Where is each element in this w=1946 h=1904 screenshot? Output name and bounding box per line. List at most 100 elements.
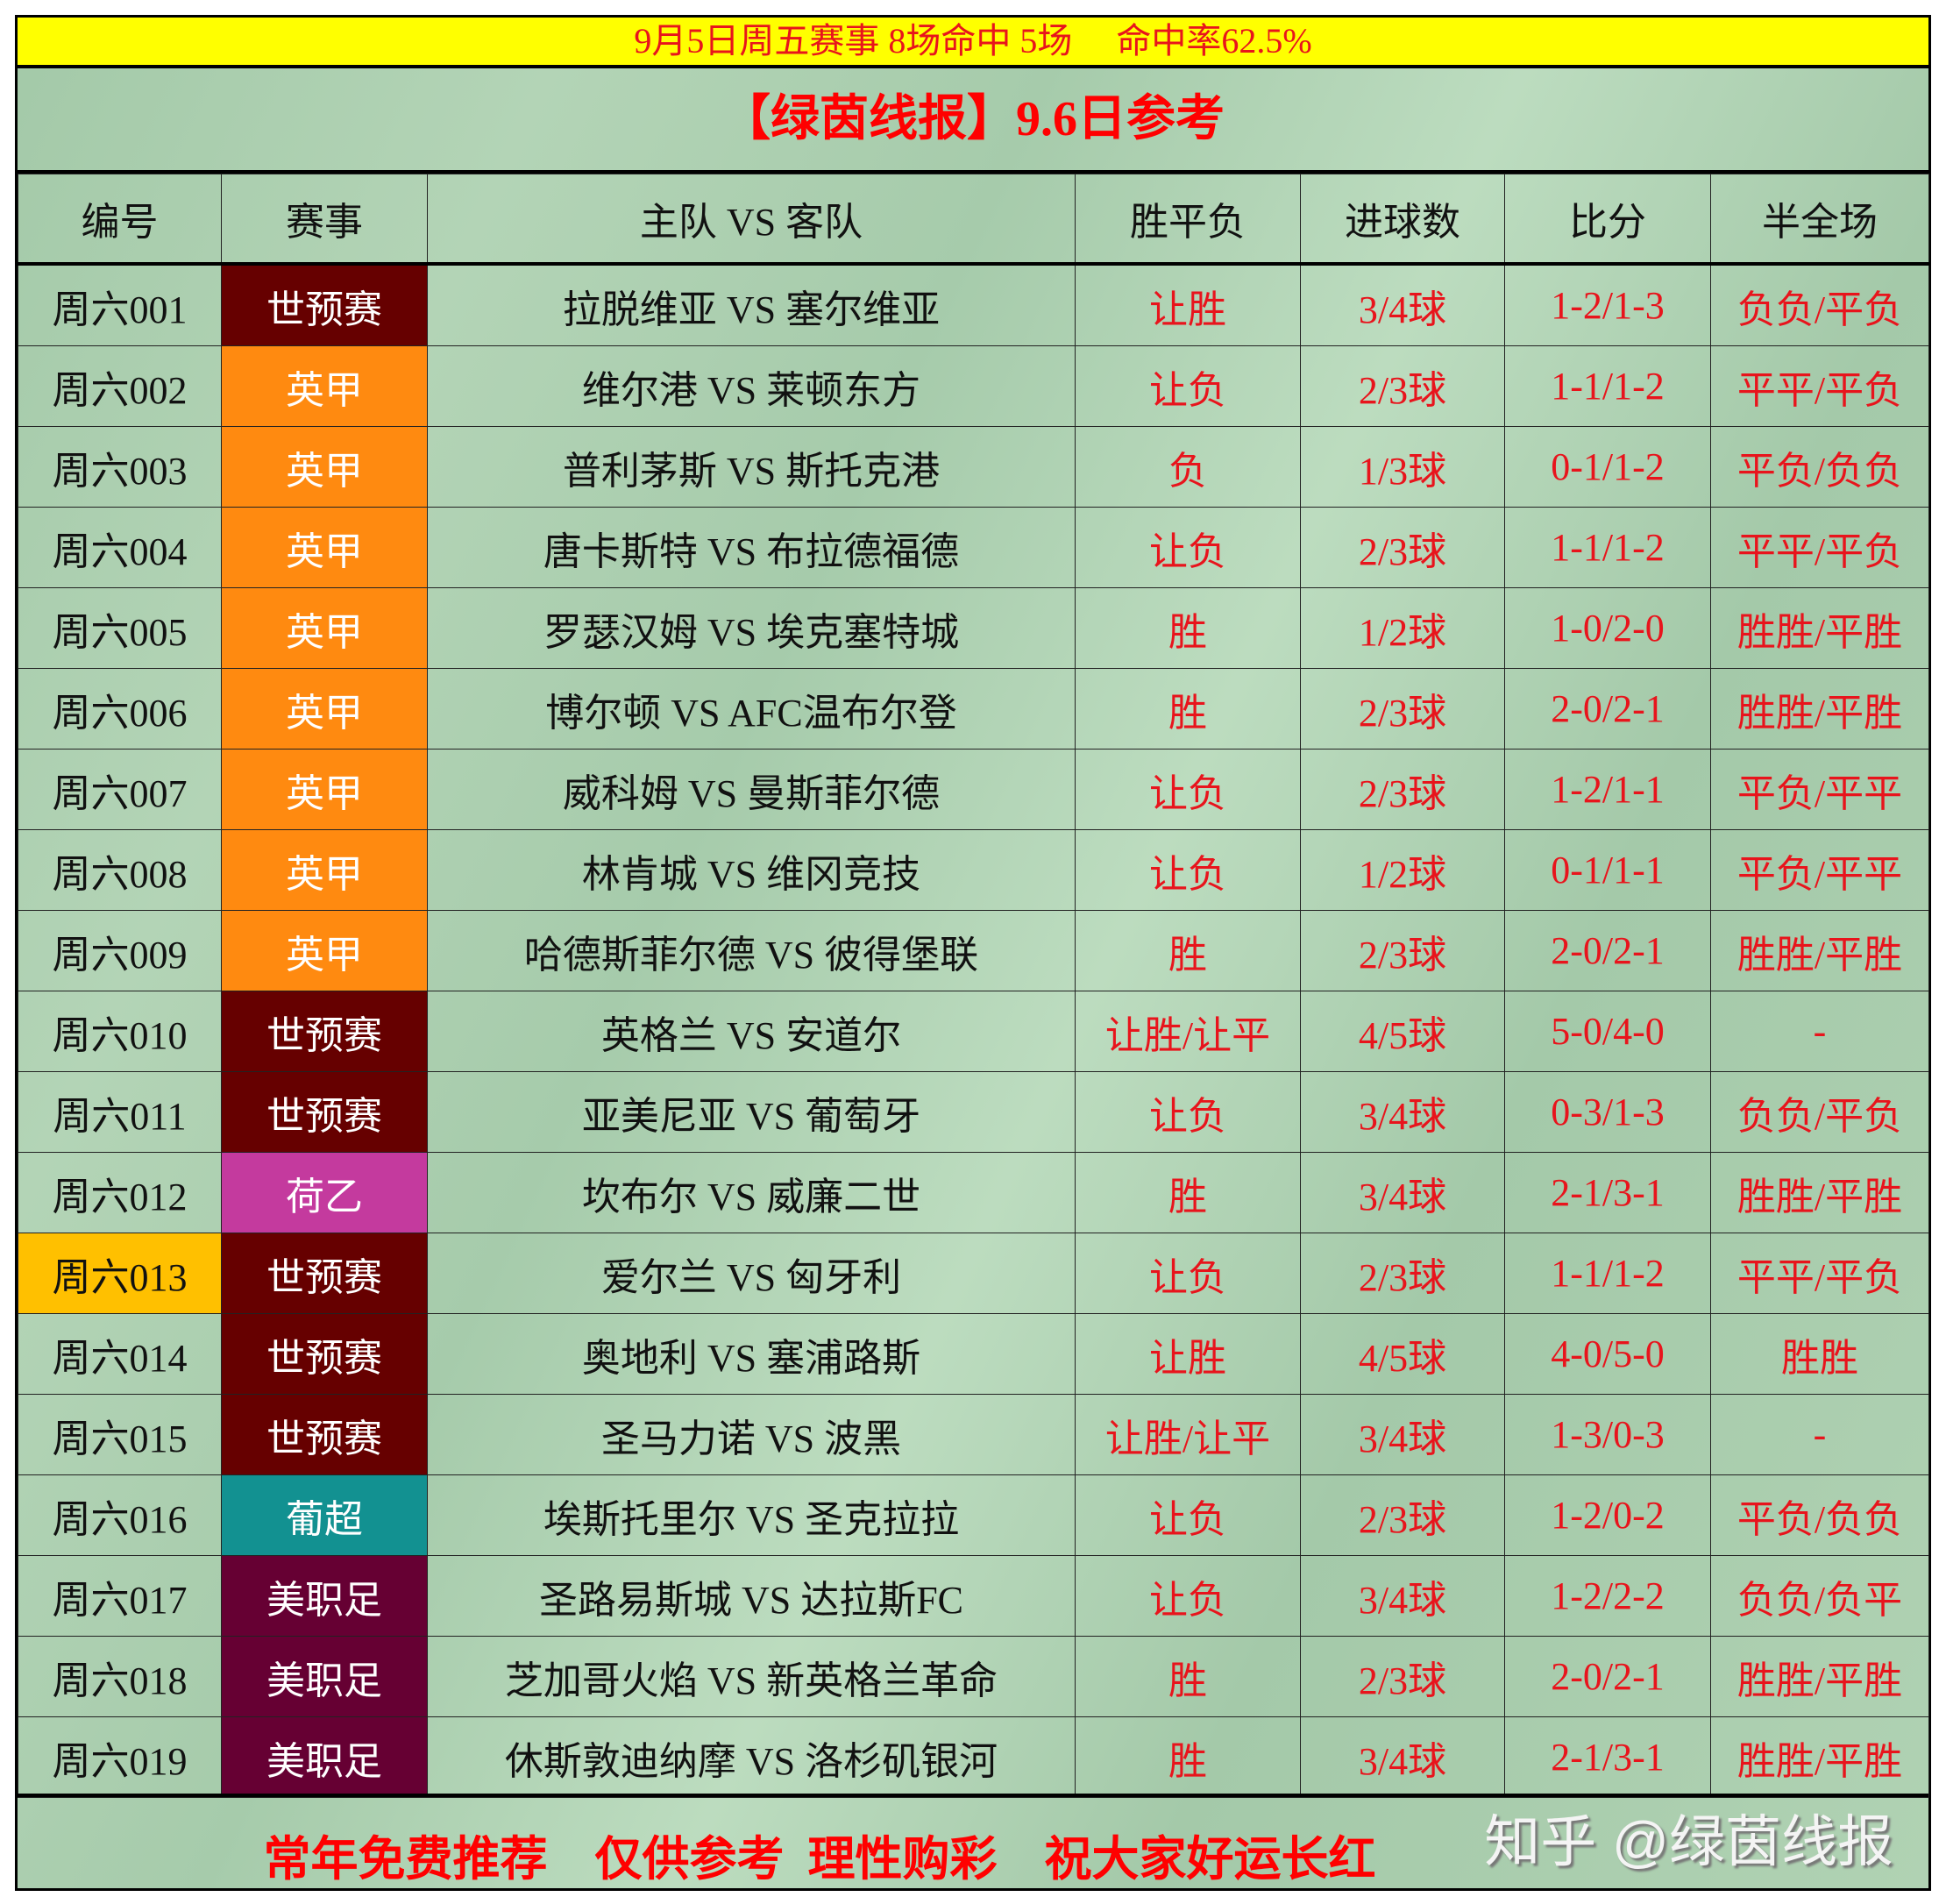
table-row: 周六003 英甲 普利茅斯 VS 斯托克港负 1/3球 0-1/1-2 平负/负负 [18,426,1929,508]
htft-pick: 胜胜/平胜 [1710,668,1929,750]
result-pick: 让负 [1075,345,1301,427]
match-teams: 博尔顿 VS AFC温布尔登 [427,668,1076,750]
htft-pick: 胜胜/平胜 [1710,587,1929,669]
result-pick: 胜 [1075,1716,1301,1798]
previous-results-banner: 9月5日周五赛事 8场命中 5场 命中率62.5% [18,18,1928,68]
match-teams: 坎布尔 VS 威廉二世 [427,1152,1076,1233]
league-badge: 美职足 [221,1716,428,1798]
match-id: 周六004 [18,507,222,588]
result-pick: 胜 [1075,587,1301,669]
score-pick: 1-0/2-0 [1504,587,1711,669]
goals-pick: 2/3球 [1300,1474,1505,1556]
table-row: 周六011 世预赛 亚美尼亚 VS 葡萄牙 让负 3/4球 0-3/1-3 负负/平负 [18,1071,1929,1153]
match-id: 周六018 [18,1636,222,1717]
result-pick: 让胜/让平 [1075,991,1301,1072]
league-badge: 英甲 [221,910,428,991]
htft-pick: 平负/负负 [1710,426,1929,508]
league-badge: 英甲 [221,749,428,830]
goals-pick: 3/4球 [1300,263,1505,346]
score-pick: 0-3/1-3 [1504,1071,1711,1153]
league-badge: 英甲 [221,668,428,750]
score-pick: 1-1/1-2 [1504,345,1711,427]
match-id: 周六006 [18,668,222,750]
result-pick: 胜 [1075,1152,1301,1233]
watermark: 知乎 @绿茵线报 [1484,1810,1893,1873]
score-pick: 1-1/1-2 [1504,507,1711,588]
match-id: 周六016 [18,1474,222,1556]
prediction-sheet: 9月5日周五赛事 8场命中 5场 命中率62.5% 【绿茵线报】9.6日参考 编… [15,15,1931,1891]
htft-pick: - [1710,1394,1929,1475]
table-row: 周六015 世预赛 圣马力诺 VS 波黑 让胜/让平 3/4球 1-3/0-3- [18,1394,1929,1475]
table-row: 周六002 英甲 维尔港 VS 莱顿东方 让负 2/3球 1-1/1-2 平平/平负 [18,345,1929,427]
htft-pick: 负负/负平 [1710,1555,1929,1637]
league-badge: 世预赛 [221,1071,428,1153]
goals-pick: 3/4球 [1300,1152,1505,1233]
goals-pick: 3/4球 [1300,1716,1505,1798]
result-pick: 胜 [1075,668,1301,750]
col-header-match: 主队 VS 客队 [427,174,1076,266]
match-teams: 圣路易斯城 VS 达拉斯FC [427,1555,1076,1637]
score-pick: 2-1/3-1 [1504,1152,1711,1233]
htft-pick: 平平/平负 [1710,1233,1929,1314]
goals-pick: 1/2球 [1300,587,1505,669]
match-id: 周六014 [18,1313,222,1395]
table-row: 周六007 英甲 威科姆 VS 曼斯菲尔德 让负 2/3球 1-2/1-1 平负/平平 [18,749,1929,830]
col-header-id: 编号 [18,174,222,266]
match-teams: 英格兰 VS 安道尔 [427,991,1076,1072]
score-pick: 4-0/5-0 [1504,1313,1711,1395]
result-pick: 让负 [1075,829,1301,911]
goals-pick: 1/3球 [1300,426,1505,508]
goals-pick: 2/3球 [1300,910,1505,991]
match-id: 周六019 [18,1716,222,1798]
goals-pick: 3/4球 [1300,1071,1505,1153]
match-teams: 林肯城 VS 维冈竞技 [427,829,1076,911]
score-pick: 0-1/1-2 [1504,426,1711,508]
table-row: 周六019 美职足 休斯敦迪纳摩 VS 洛杉矶银河胜 3/4球 2-1/3-1 胜胜/平胜 [18,1716,1929,1798]
table-row: 周六005 英甲 罗瑟汉姆 VS 埃克塞特城胜 1/2球 1-0/2-0 胜胜/平胜 [18,587,1929,669]
col-header-goals: 进球数 [1300,174,1505,266]
match-teams: 亚美尼亚 VS 葡萄牙 [427,1071,1076,1153]
result-pick: 让胜 [1075,1313,1301,1395]
footer-slogan: 常年免费推荐 仅供参考 理性购彩 祝大家好运长红 [263,1833,1376,1886]
htft-pick: 胜胜/平胜 [1710,1152,1929,1233]
result-pick: 让负 [1075,507,1301,588]
htft-pick: 胜胜 [1710,1313,1929,1395]
goals-pick: 2/3球 [1300,345,1505,427]
league-badge: 美职足 [221,1636,428,1717]
match-id: 周六003 [18,426,222,508]
match-teams: 奥地利 VS 塞浦路斯 [427,1313,1076,1395]
match-teams: 圣马力诺 VS 波黑 [427,1394,1076,1475]
footer: 常年免费推荐 仅供参考 理性购彩 祝大家好运长红 知乎 @绿茵线报 [18,1794,1928,1893]
table-row: 周六008 英甲 林肯城 VS 维冈竞技 让负 1/2球 0-1/1-1 平负/平平 [18,829,1929,911]
match-id: 周六002 [18,345,222,427]
col-header-league: 赛事 [221,174,428,266]
league-badge: 荷乙 [221,1152,428,1233]
league-badge: 英甲 [221,587,428,669]
match-teams: 维尔港 VS 莱顿东方 [427,345,1076,427]
table-row: 周六009 英甲 哈德斯菲尔德 VS 彼得堡联胜 2/3球 2-0/2-1 胜胜/平胜 [18,910,1929,991]
htft-pick: 胜胜/平胜 [1710,910,1929,991]
score-pick: 2-1/3-1 [1504,1716,1711,1798]
league-badge: 英甲 [221,829,428,911]
score-pick: 2-0/2-1 [1504,1636,1711,1717]
league-badge: 世预赛 [221,1313,428,1395]
match-teams: 唐卡斯特 VS 布拉德福德 [427,507,1076,588]
match-id: 周六011 [18,1071,222,1153]
htft-pick: 负负/平负 [1710,1071,1929,1153]
table-row: 周六001 世预赛 拉脱维亚 VS 塞尔维亚 让胜 3/4球 1-2/1-3 负负/平负 [18,263,1929,346]
score-pick: 1-1/1-2 [1504,1233,1711,1314]
table-row: 周六012 荷乙 坎布尔 VS 威廉二世胜 3/4球 2-1/3-1 胜胜/平胜 [18,1152,1929,1233]
score-pick: 1-2/1-3 [1504,263,1711,346]
goals-pick: 2/3球 [1300,1233,1505,1314]
result-pick: 让负 [1075,1233,1301,1314]
league-badge: 葡超 [221,1474,428,1556]
htft-pick: 胜胜/平胜 [1710,1716,1929,1798]
htft-pick: 负负/平负 [1710,263,1929,346]
league-badge: 英甲 [221,345,428,427]
match-teams: 埃斯托里尔 VS 圣克拉拉 [427,1474,1076,1556]
match-teams: 哈德斯菲尔德 VS 彼得堡联 [427,910,1076,991]
goals-pick: 3/4球 [1300,1394,1505,1475]
match-id: 周六012 [18,1152,222,1233]
match-teams: 罗瑟汉姆 VS 埃克塞特城 [427,587,1076,669]
league-badge: 英甲 [221,507,428,588]
